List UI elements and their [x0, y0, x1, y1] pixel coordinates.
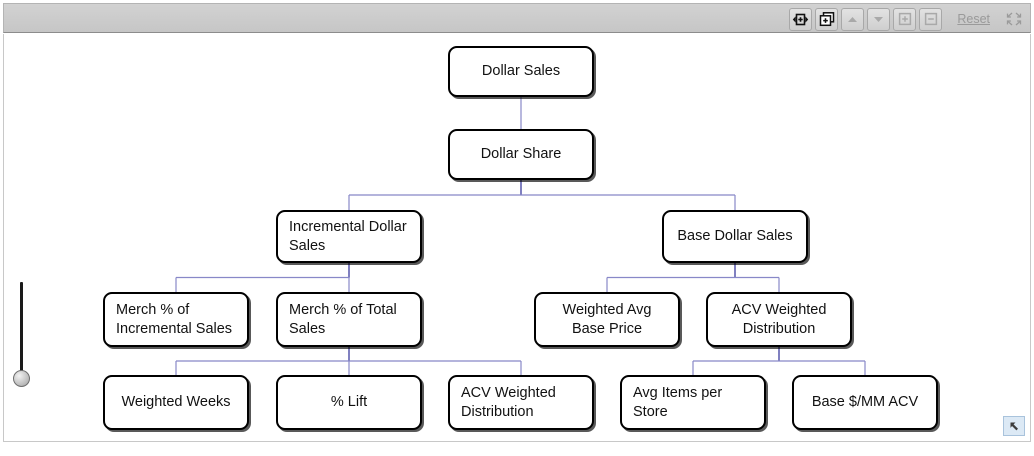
tree-node-label: ACV Weighted Distribution	[461, 384, 556, 420]
tree-node-label: % Lift	[330, 394, 368, 411]
reset-link[interactable]: Reset	[957, 12, 990, 26]
tree-node-label: Incremental Dollar Sales	[289, 218, 407, 254]
expand-arrows-icon[interactable]	[1004, 10, 1024, 28]
zoom-in-icon[interactable]	[893, 7, 917, 31]
tree-node-merch-pct-total[interactable]: Merch % of Total Sales	[276, 292, 422, 347]
tree-node-label: Dollar Share	[480, 146, 562, 163]
tree-node-weighted-weeks[interactable]: Weighted Weeks	[103, 375, 249, 430]
tree-canvas[interactable]: Dollar Sales Dollar Share Incremental Doll…	[3, 34, 1031, 442]
tree-node-label: Base $/MM ACV	[811, 394, 919, 411]
tree-node-incremental-dollar-sales[interactable]: Incremental Dollar Sales	[276, 210, 422, 263]
tree-node-dollar-share[interactable]: Dollar Share	[448, 129, 594, 180]
tree-node-acv-weighted-distribution-2[interactable]: ACV Weighted Distribution	[448, 375, 594, 430]
scroll-up-icon[interactable]	[841, 7, 865, 31]
tree-node-label: Avg Items per Store	[633, 384, 723, 420]
tree-node-base-dollar-mm-acv[interactable]: Base $/MM ACV	[792, 375, 938, 430]
layers-icon[interactable]	[815, 7, 839, 31]
zoom-slider-track	[20, 282, 23, 375]
tree-node-label: Base Dollar Sales	[677, 228, 793, 245]
tree-node-label: Merch % of Total Sales	[289, 301, 397, 337]
tree-node-dollar-sales[interactable]: Dollar Sales	[448, 46, 594, 97]
fit-to-width-icon[interactable]	[789, 7, 813, 31]
tree-node-label: Merch % of Incremental Sales	[116, 301, 233, 337]
tree-node-label: Dollar Sales	[481, 63, 561, 80]
scroll-down-icon[interactable]	[867, 7, 891, 31]
toolbar-button-group: Reset	[789, 4, 1028, 34]
tree-node-weighted-avg-base-price[interactable]: Weighted Avg Base Price	[534, 292, 680, 347]
tree-node-acv-weighted-distribution[interactable]: ACV Weighted Distribution	[706, 292, 852, 347]
zoom-slider[interactable]	[12, 282, 30, 392]
tree-node-merch-pct-incremental[interactable]: Merch % of Incremental Sales	[103, 292, 249, 347]
tree-node-pct-lift[interactable]: % Lift	[276, 375, 422, 430]
tree-node-base-dollar-sales[interactable]: Base Dollar Sales	[662, 210, 808, 263]
restore-arrow-icon[interactable]	[1003, 416, 1025, 436]
zoom-slider-thumb[interactable]	[13, 370, 30, 387]
zoom-out-icon[interactable]	[919, 7, 943, 31]
toolbar: Reset	[3, 3, 1031, 33]
tree-node-avg-items-per-store[interactable]: Avg Items per Store	[620, 375, 766, 430]
tree-node-label: ACV Weighted Distribution	[731, 301, 827, 337]
tree-node-label: Weighted Avg Base Price	[562, 301, 652, 337]
tree-node-label: Weighted Weeks	[121, 394, 231, 411]
